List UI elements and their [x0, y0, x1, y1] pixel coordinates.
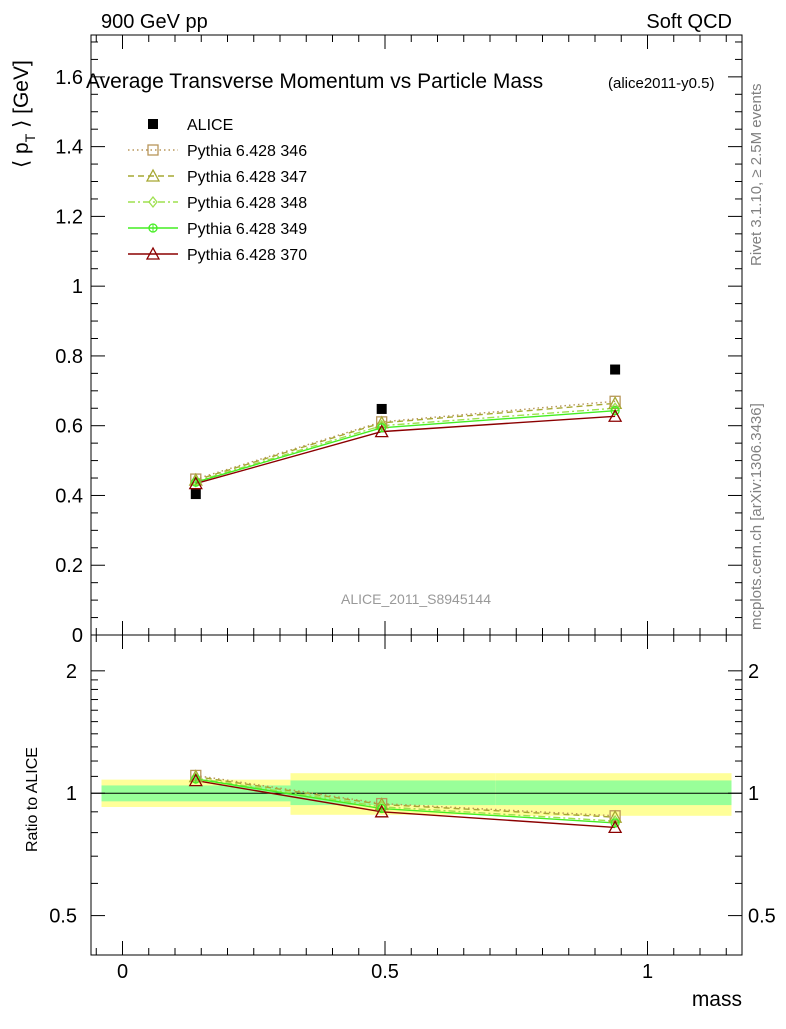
x-axis-label: mass — [692, 988, 742, 1011]
ratio-y-tick-label-left: 2 — [66, 661, 77, 683]
y-axis-label-ratio: Ratio to ALICE — [24, 747, 41, 852]
legend-label-alice: ALICE — [187, 117, 233, 134]
top-series-lines — [195, 400, 616, 485]
series-line-pythia-6-428-346 — [195, 400, 616, 480]
ratio-line-pythia-6-428-347 — [195, 775, 616, 818]
plot-title: Average Transverse Momentum vs Particle … — [86, 70, 543, 93]
data-point-pythia-6-428-370-2 — [608, 408, 623, 422]
legend-marker-pythia-6-428-347 — [145, 168, 161, 182]
legend-marker-pythia-6-428-346 — [147, 144, 159, 156]
legend: ALICE Pythia 6.428 346 Pythia 6.428 347 Pyt… — [128, 117, 307, 264]
ratio-y-tick-label-left: 1 — [66, 783, 77, 805]
data-point-pythia-6-428-370-1 — [374, 424, 389, 438]
ratio-point-pythia-6-428-370-2 — [608, 820, 623, 834]
y-tick-label-top: 0.2 — [55, 555, 83, 577]
data-point-alice-1 — [376, 403, 387, 414]
y-tick-label-top: 1.2 — [55, 206, 83, 228]
data-point-alice-0 — [190, 489, 201, 500]
x-tick-label: 0 — [117, 961, 128, 983]
data-point-pythia-6-428-370-0 — [188, 476, 203, 490]
plot-subtitle: (alice2011-y0.5) — [608, 75, 714, 92]
rivet-version-label: Rivet 3.1.10, ≥ 2.5M events — [748, 84, 765, 267]
header-right: Soft QCD — [646, 11, 732, 33]
analysis-watermark: ALICE_2011_S8945144 — [341, 591, 491, 607]
ratio-y-tick-label-right: 2 — [748, 661, 759, 683]
legend-marker-alice — [148, 119, 158, 129]
ratio-y-tick-label-right: 0.5 — [748, 906, 776, 928]
series-line-pythia-6-428-347 — [195, 402, 616, 481]
y-tick-label-top: 1 — [72, 276, 83, 298]
ratio-point-pythia-6-428-370-0 — [188, 773, 203, 787]
header-left: 900 GeV pp — [101, 11, 208, 33]
legend-label-pythia-6-428-348: Pythia 6.428 348 — [187, 195, 307, 212]
y-tick-label-top: 0.4 — [55, 485, 83, 507]
axis-tick-labels: 0 0.2 0.4 0.6 0.8 1 1.2 1.4 1.6 0.5 0.5 1 1 2 2 0 0.5 1 — [49, 67, 776, 983]
ratio-plot-frame — [90, 634, 743, 956]
y-tick-label-top: 0.6 — [55, 416, 83, 438]
series-line-pythia-6-428-349 — [195, 409, 616, 483]
y-tick-label-top: 0 — [72, 625, 83, 647]
ratio-line-pythia-6-428-348 — [195, 777, 616, 822]
ratio-y-tick-label-right: 1 — [748, 783, 759, 805]
axis-ticks — [91, 35, 742, 955]
data-markers — [188, 364, 623, 834]
series-line-pythia-6-428-348 — [195, 407, 616, 483]
mcplots-label: mcplots.cern.ch [arXiv:1306.3436] — [748, 403, 765, 630]
data-point-alice-2 — [610, 364, 621, 375]
y-axis-label-top: ⟨ pT ⟩ [GeV] — [10, 60, 38, 168]
legend-label-pythia-6-428-349: Pythia 6.428 349 — [187, 221, 307, 238]
ratio-y-tick-label-left: 0.5 — [49, 906, 77, 928]
ratio-point-pythia-6-428-370-1 — [374, 804, 389, 818]
y-tick-label-top: 0.8 — [55, 346, 83, 368]
y-tick-label-top: 1.6 — [55, 67, 83, 89]
legend-label-pythia-6-428-347: Pythia 6.428 347 — [187, 169, 307, 186]
legend-marker-pythia-6-428-348 — [148, 195, 158, 209]
y-tick-label-top: 1.4 — [55, 137, 83, 159]
x-tick-label: 1 — [642, 961, 653, 983]
legend-label-pythia-6-428-346: Pythia 6.428 346 — [187, 143, 307, 160]
x-tick-label: 0.5 — [371, 961, 399, 983]
legend-marker-pythia-6-428-370 — [145, 246, 161, 260]
legend-label-pythia-6-428-370: Pythia 6.428 370 — [187, 247, 307, 264]
